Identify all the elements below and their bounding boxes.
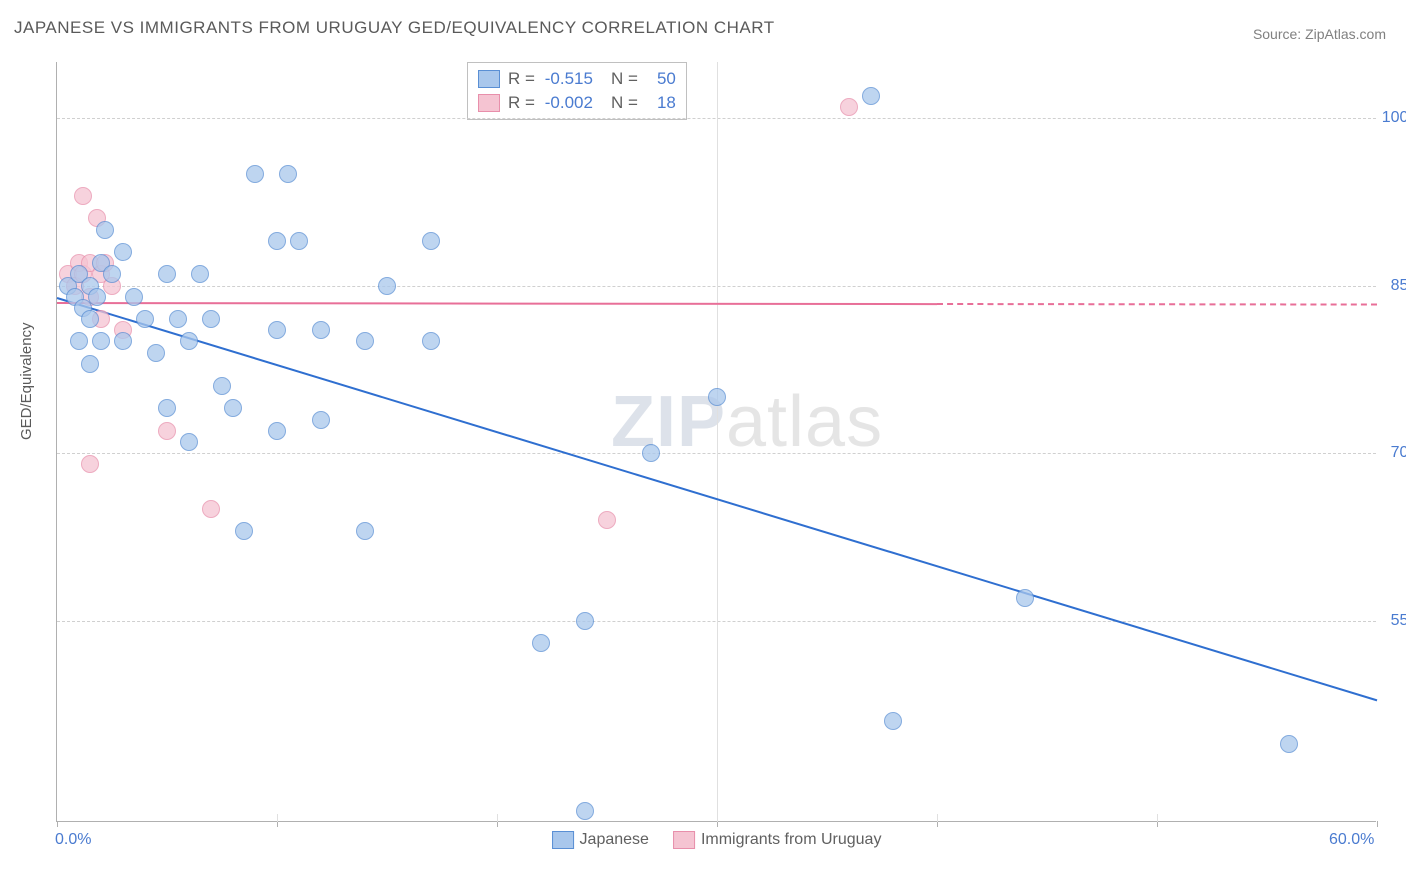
data-point-japanese	[378, 277, 396, 295]
data-point-japanese	[708, 388, 726, 406]
data-point-japanese	[356, 332, 374, 350]
legend-label-uruguay: Immigrants from Uruguay	[701, 831, 882, 849]
legend-item-uruguay: Immigrants from Uruguay	[673, 831, 882, 849]
data-point-japanese	[246, 165, 264, 183]
n-value-japanese: 50	[646, 69, 676, 89]
data-point-japanese	[312, 321, 330, 339]
data-point-japanese	[180, 433, 198, 451]
data-point-japanese	[862, 87, 880, 105]
data-point-japanese	[125, 288, 143, 306]
data-point-japanese	[422, 232, 440, 250]
data-point-japanese	[158, 399, 176, 417]
gridline-vertical	[937, 814, 938, 822]
data-point-japanese	[88, 288, 106, 306]
data-point-japanese	[169, 310, 187, 328]
y-tick-label: 100.0%	[1381, 109, 1406, 127]
gridline-vertical	[717, 62, 718, 821]
stats-row-uruguay: R = -0.002 N = 18	[478, 91, 676, 115]
data-point-uruguay	[74, 187, 92, 205]
gridline-vertical	[1157, 814, 1158, 822]
data-point-japanese	[268, 422, 286, 440]
source-attribution: Source: ZipAtlas.com	[1253, 26, 1386, 42]
r-label: R =	[508, 69, 535, 89]
gridline-vertical	[277, 814, 278, 822]
data-point-japanese	[103, 265, 121, 283]
swatch-japanese	[478, 70, 500, 88]
data-point-japanese	[147, 344, 165, 362]
watermark-atlas: atlas	[726, 382, 883, 462]
data-point-japanese	[180, 332, 198, 350]
gridline-vertical	[497, 814, 498, 822]
data-point-japanese	[576, 802, 594, 820]
data-point-japanese	[70, 332, 88, 350]
data-point-japanese	[268, 321, 286, 339]
data-point-japanese	[202, 310, 220, 328]
data-point-japanese	[213, 377, 231, 395]
data-point-japanese	[92, 332, 110, 350]
data-point-japanese	[642, 444, 660, 462]
data-point-japanese	[1280, 735, 1298, 753]
data-point-uruguay	[158, 422, 176, 440]
data-point-japanese	[224, 399, 242, 417]
data-point-japanese	[576, 612, 594, 630]
data-point-japanese	[81, 310, 99, 328]
data-point-japanese	[96, 221, 114, 239]
data-point-japanese	[884, 712, 902, 730]
data-point-uruguay	[840, 98, 858, 116]
y-tick-label: 70.0%	[1381, 444, 1406, 462]
data-point-japanese	[268, 232, 286, 250]
r-value-uruguay: -0.002	[543, 93, 593, 113]
legend-swatch-uruguay	[673, 831, 695, 849]
data-point-japanese	[235, 522, 253, 540]
y-axis-label: GED/Equivalency	[18, 322, 35, 440]
swatch-uruguay	[478, 94, 500, 112]
data-point-japanese	[191, 265, 209, 283]
trendline-uruguay	[57, 302, 937, 305]
data-point-japanese	[81, 355, 99, 373]
data-point-japanese	[532, 634, 550, 652]
data-point-japanese	[136, 310, 154, 328]
data-point-japanese	[158, 265, 176, 283]
y-tick-label: 55.0%	[1381, 612, 1406, 630]
x-tick	[1377, 821, 1378, 827]
legend-label-japanese: Japanese	[580, 831, 649, 849]
data-point-uruguay	[202, 500, 220, 518]
r-value-japanese: -0.515	[543, 69, 593, 89]
data-point-japanese	[422, 332, 440, 350]
data-point-japanese	[356, 522, 374, 540]
chart-title: JAPANESE VS IMMIGRANTS FROM URUGUAY GED/…	[14, 18, 775, 38]
n-label: N =	[611, 69, 638, 89]
data-point-japanese	[279, 165, 297, 183]
chart-plot-area: ZIPatlas R = -0.515 N = 50 R = -0.002 N …	[56, 62, 1376, 822]
correlation-stats-box: R = -0.515 N = 50 R = -0.002 N = 18	[467, 62, 687, 120]
r-label: R =	[508, 93, 535, 113]
data-point-japanese	[114, 332, 132, 350]
data-point-japanese	[290, 232, 308, 250]
y-tick-label: 85.0%	[1381, 277, 1406, 295]
legend: Japanese Immigrants from Uruguay	[552, 831, 882, 849]
n-label: N =	[611, 93, 638, 113]
data-point-japanese	[114, 243, 132, 261]
x-tick-label: 60.0%	[1329, 831, 1374, 849]
n-value-uruguay: 18	[646, 93, 676, 113]
legend-item-japanese: Japanese	[552, 831, 649, 849]
data-point-uruguay	[598, 511, 616, 529]
trendline-dash-uruguay	[937, 303, 1377, 306]
x-tick-label: 0.0%	[55, 831, 91, 849]
data-point-japanese	[1016, 589, 1034, 607]
data-point-uruguay	[81, 455, 99, 473]
x-tick	[57, 821, 58, 827]
stats-row-japanese: R = -0.515 N = 50	[478, 67, 676, 91]
data-point-japanese	[312, 411, 330, 429]
legend-swatch-japanese	[552, 831, 574, 849]
